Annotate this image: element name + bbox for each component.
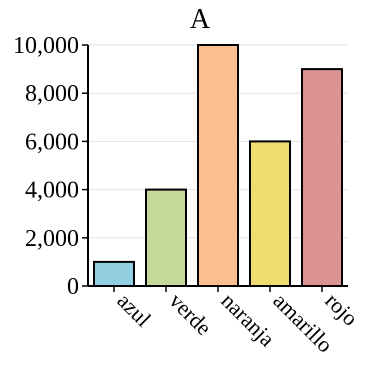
y-tick-label: 2,000 bbox=[25, 226, 79, 252]
y-tick-label: 0 bbox=[67, 274, 79, 300]
y-tick-label: 4,000 bbox=[25, 178, 79, 204]
bar-verde bbox=[145, 188, 187, 288]
y-tick-label: 8,000 bbox=[25, 81, 79, 107]
bars bbox=[93, 44, 343, 288]
y-tick-label: 10,000 bbox=[13, 33, 79, 59]
x-tick-label: naranja bbox=[216, 288, 280, 352]
chart-title: A bbox=[190, 4, 211, 35]
bar-naranja bbox=[197, 44, 239, 287]
x-tick-label: azul bbox=[112, 288, 156, 332]
bar-azul bbox=[93, 260, 135, 287]
y-axis-ticks: 0 2,000 4,000 6,000 8,000 10,000 bbox=[13, 33, 88, 300]
x-tick-label: rojo bbox=[320, 288, 363, 331]
y-tick-label: 6,000 bbox=[25, 129, 79, 155]
bar-amarillo bbox=[249, 140, 291, 287]
bar-rojo bbox=[301, 68, 343, 287]
x-tick-label: verde bbox=[164, 288, 216, 340]
